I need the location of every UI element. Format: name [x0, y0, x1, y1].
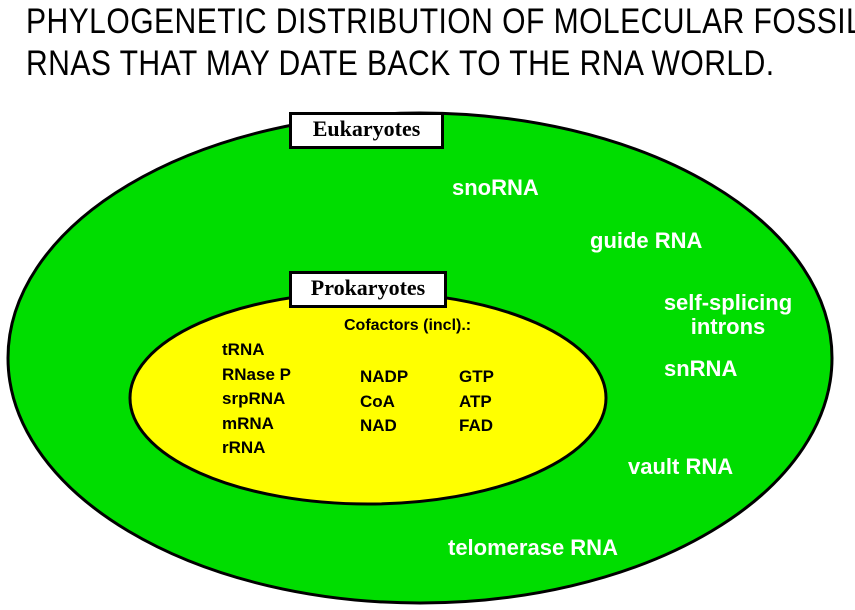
list-item: tRNA	[222, 340, 265, 359]
guide-rna-label: guide RNA	[590, 228, 703, 253]
list-item: CoA	[360, 391, 395, 411]
self-splicing-line: self-splicing	[663, 290, 793, 315]
snorna-label: snoRNA	[452, 175, 539, 200]
list-item: NADP	[360, 367, 409, 386]
list-item: srpRNA	[222, 389, 286, 408]
title-line-2: RNAS THAT MAY DATE BACK TO THE RNA WORLD…	[26, 44, 775, 83]
list-item: GTP	[459, 367, 494, 386]
title-line-1: PHYLOGENETIC DISTRIBUTION OF MOLECULAR F…	[26, 2, 855, 41]
list-item: FAD	[459, 416, 493, 435]
list-item: RNase P	[222, 364, 291, 384]
introns-line: introns	[690, 314, 766, 339]
snrna-label: snRNA	[664, 356, 738, 381]
list-item: ATP	[459, 391, 492, 411]
list-item: rRNA	[222, 438, 266, 457]
list-item: mRNA	[222, 413, 274, 433]
cofactors-column-1: NADP CoA NAD	[360, 365, 408, 439]
prokaryote-rna-list: tRNA RNase P srpRNA mRNA rRNA	[222, 338, 291, 461]
vault-rna-label: vault RNA	[628, 454, 734, 479]
cofactors-heading: Cofactors (incl).:	[344, 317, 472, 334]
telomerase-rna-label: telomerase RNA	[448, 535, 618, 560]
self-splicing-introns-label: self-splicing introns	[640, 291, 816, 339]
list-item: NAD	[360, 416, 397, 435]
eukaryotes-label: Eukaryotes	[289, 112, 444, 149]
cofactors-column-2: GTP ATP FAD	[459, 365, 494, 439]
prokaryotes-label: Prokaryotes	[289, 271, 447, 308]
